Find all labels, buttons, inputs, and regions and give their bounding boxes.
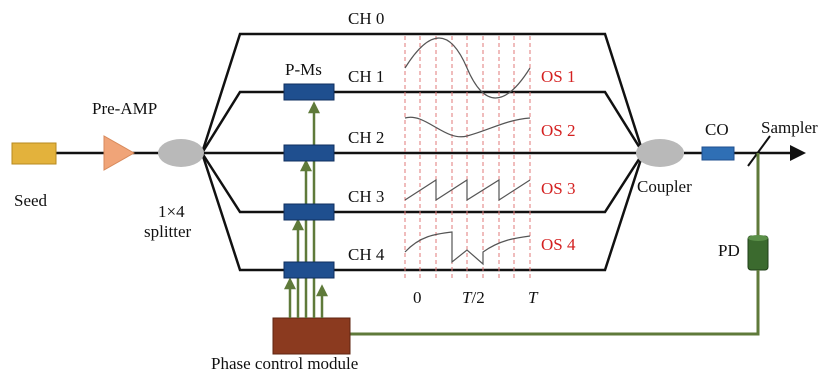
signal-label-os3: OS 3: [541, 179, 575, 198]
channel-label-ch1: CH 1: [348, 67, 384, 86]
output-arrow: [790, 145, 806, 161]
photodetector: [747, 235, 769, 271]
waveform-os4: [404, 231, 531, 266]
fiber-ch1: [200, 90, 645, 154]
arrow-ch3: [291, 218, 305, 231]
channel-label-ch3: CH 3: [348, 187, 384, 206]
sampler-mirror: [747, 135, 771, 167]
phase-control-module: [272, 317, 351, 355]
fiber-ch0: [200, 32, 645, 154]
pd-label: PD: [718, 241, 740, 260]
waveform-os3: [404, 178, 531, 202]
arrow-ch2: [299, 159, 313, 172]
time-label-full: T: [528, 288, 539, 307]
arrow-ch1: [307, 101, 321, 114]
splitter-label-line1: 1×4: [158, 202, 185, 221]
phase-modulator-ch1: [283, 83, 335, 101]
signal-label-os2: OS 2: [541, 121, 575, 140]
coupler-label: Coupler: [637, 177, 692, 196]
signal-label-os1: OS 1: [541, 67, 575, 86]
splitter-label-line2: splitter: [144, 222, 192, 241]
time-label-half: T/2: [462, 288, 485, 307]
arrow-extra: [315, 284, 329, 297]
collimator: [701, 146, 735, 161]
time-label-zero: 0: [413, 288, 422, 307]
pms-label: P-Ms: [285, 60, 322, 79]
phase-control-label: Phase control module: [211, 354, 358, 373]
pre-amp-triangle: [103, 135, 136, 171]
phase-modulator-ch4: [283, 261, 335, 279]
sampler-label: Sampler: [761, 118, 818, 137]
time-label-half-suffix: /2: [471, 288, 484, 307]
feedback-fiber-lower: [350, 270, 760, 336]
fiber-ch4: [200, 152, 645, 272]
pre-amp-label: Pre-AMP: [92, 99, 157, 118]
seed-label: Seed: [14, 191, 48, 210]
waveform-os2: [404, 116, 531, 138]
seed-laser: [11, 142, 57, 165]
waveform-os1: [404, 37, 531, 99]
fiber-ch3: [200, 152, 645, 214]
channel-label-ch2: CH 2: [348, 128, 384, 147]
splitter: [158, 139, 204, 167]
time-label-half-T: T: [462, 288, 473, 307]
phase-modulator-ch3: [283, 203, 335, 221]
arrow-ch4: [283, 277, 297, 290]
coupler: [636, 139, 684, 167]
photodetector-cap: [748, 235, 768, 241]
channel-label-ch4: CH 4: [348, 245, 385, 264]
co-label: CO: [705, 120, 729, 139]
channel-label-ch0: CH 0: [348, 9, 384, 28]
signal-label-os4: OS 4: [541, 235, 576, 254]
phase-modulator-ch2: [283, 144, 335, 162]
